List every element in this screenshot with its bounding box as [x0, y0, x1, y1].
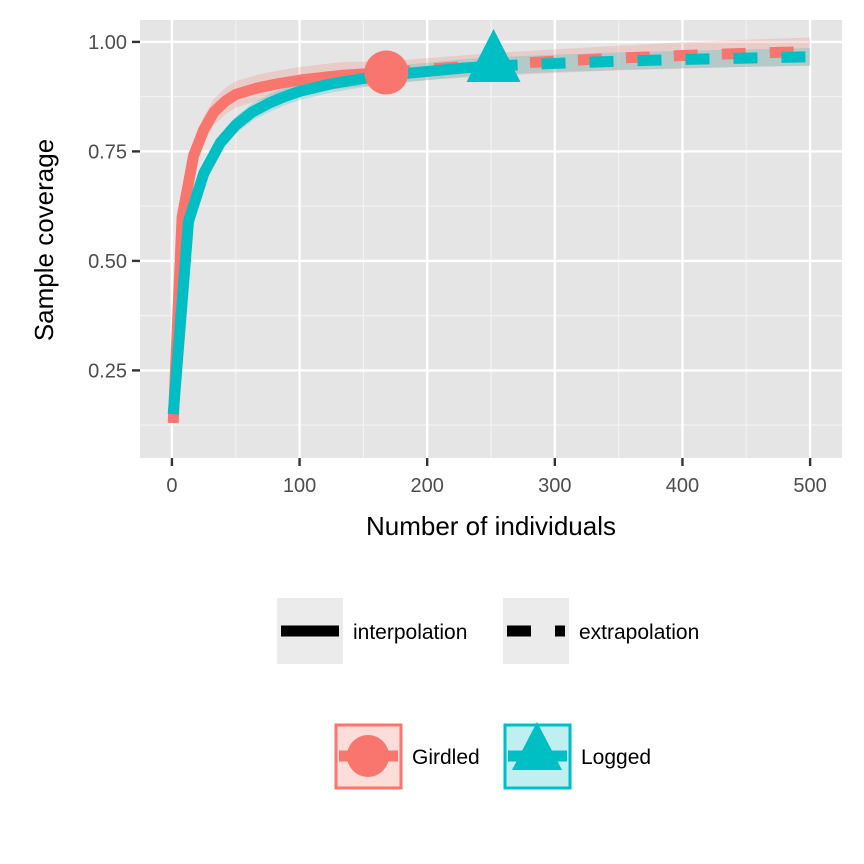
- x-tick-label: 500: [793, 475, 826, 497]
- legend-label-interpolation: interpolation: [353, 621, 467, 644]
- x-tick-label: 200: [410, 475, 443, 497]
- interpolation-line-girdled: [167, 67, 387, 424]
- legend-logged-triangle-marker: [512, 722, 562, 770]
- legend-item-logged: Logged: [503, 722, 651, 790]
- legend-item-girdled: Girdled: [334, 723, 480, 790]
- legend-girdled-circle-marker: [347, 735, 389, 777]
- legend-line-types: interpolation extrapolation: [277, 598, 699, 664]
- legend-item-extrapolation: extrapolation: [503, 598, 699, 664]
- x-tick-label: 100: [283, 475, 316, 497]
- x-axis: 0 100 200 300 400 500: [166, 458, 827, 497]
- y-tick-label: 0.25: [88, 360, 127, 382]
- y-tick-label: 0.50: [88, 251, 127, 273]
- y-axis: 0.25 0.50 0.75 1.00: [88, 32, 140, 382]
- legend-label-logged: Logged: [581, 746, 651, 769]
- x-axis-title: Number of individuals: [366, 511, 616, 541]
- y-tick-label: 0.75: [88, 141, 127, 163]
- legend-label-extrapolation: extrapolation: [579, 621, 699, 644]
- legend-item-interpolation: interpolation: [277, 598, 467, 664]
- legend-label-girdled: Girdled: [412, 746, 480, 769]
- x-tick-label: 0: [166, 475, 177, 497]
- observed-point-logged: [466, 28, 521, 82]
- observed-points: [364, 28, 521, 95]
- x-tick-label: 400: [666, 475, 699, 497]
- legend-groups: Girdled Logged: [334, 722, 651, 790]
- minor-gridlines: [140, 20, 842, 458]
- interpolation-line-logged: [167, 60, 494, 415]
- y-tick-label: 1.00: [88, 32, 127, 54]
- observed-point-girdled: [364, 50, 409, 95]
- extrapolation-line-logged: [493, 51, 811, 72]
- series-lines: [167, 46, 811, 424]
- y-axis-title: Sample coverage: [29, 139, 59, 341]
- x-tick-label: 300: [538, 475, 571, 497]
